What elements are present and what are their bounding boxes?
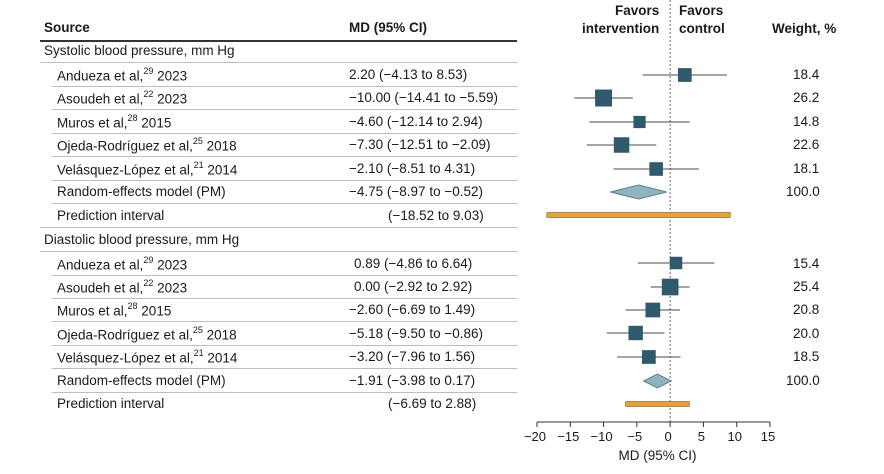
study-effect-square — [613, 137, 630, 153]
favors-control-line1: Favors — [679, 3, 724, 18]
row-divider — [40, 227, 517, 228]
study-weight: 14.8 — [793, 114, 820, 129]
row-divider — [52, 180, 517, 181]
study-effect-square — [633, 115, 646, 129]
pooled-effect-diamond — [642, 373, 673, 389]
favors-intervention-line1: Favors — [615, 3, 660, 18]
row-divider — [52, 203, 517, 204]
x-axis-label: MD (95% CI) — [618, 448, 696, 463]
row-divider — [52, 298, 517, 299]
study-effect-square — [595, 89, 613, 107]
row-divider — [52, 368, 517, 369]
study-ci: 2.20 (−4.13 to 8.53) — [349, 67, 468, 82]
prediction-label: Prediction interval — [57, 396, 165, 411]
row-divider — [52, 156, 517, 157]
pooled-effect-diamond — [610, 184, 667, 200]
x-axis-tick-label: −10 — [591, 429, 613, 444]
row-divider — [52, 392, 517, 393]
row-divider — [52, 133, 517, 134]
study-effect-square — [628, 325, 643, 341]
model-label: Random-effects model (PM) — [57, 184, 226, 199]
favors-control-line2: control — [679, 21, 725, 36]
model-label: Random-effects model (PM) — [57, 373, 226, 388]
study-ci: 0.89 (−4.86 to 6.64) — [354, 256, 473, 271]
study-effect-square — [645, 302, 661, 318]
prediction-ci: (−18.52 to 9.03) — [388, 208, 484, 223]
row-divider — [52, 275, 517, 276]
study-label: Muros et al,28 2015 — [57, 301, 172, 319]
study-label: Asoudeh et al,22 2023 — [57, 278, 188, 296]
study-label: Velásquez-López et al,21 2014 — [57, 160, 238, 178]
study-label: Ojeda-Rodríguez et al,25 2018 — [57, 136, 237, 154]
study-ci: −3.20 (−7.96 to 1.56) — [349, 349, 476, 364]
x-axis-tick-label: 15 — [761, 429, 775, 444]
study-label: Andueza et al,29 2023 — [57, 66, 188, 84]
study-weight: 15.4 — [793, 256, 820, 271]
prediction-interval-bar — [625, 401, 690, 407]
study-ci: −2.60 (−6.69 to 1.49) — [349, 302, 476, 317]
study-ci: −5.18 (−9.50 to −0.86) — [349, 326, 483, 341]
study-label: Ojeda-Rodríguez et al,25 2018 — [57, 325, 237, 343]
study-effect-square — [669, 256, 683, 270]
favors-intervention-line2: intervention — [582, 21, 660, 36]
row-divider — [40, 62, 517, 63]
study-effect-square — [661, 278, 679, 296]
row-divider — [52, 86, 517, 87]
x-axis-tick-label: −15 — [557, 429, 579, 444]
row-divider — [52, 109, 517, 110]
md-header: MD (95% CI) — [349, 20, 428, 35]
header-rule — [40, 40, 517, 42]
study-ci: −4.60 (−12.14 to 2.94) — [349, 114, 483, 129]
study-ci: −10.00 (−14.41 to −5.59) — [349, 90, 498, 105]
model-ci: −1.91 (−3.98 to 0.17) — [349, 373, 476, 388]
x-axis-tick-label: 5 — [698, 429, 705, 444]
prediction-interval-bar — [546, 212, 731, 218]
prediction-ci: (−6.69 to 2.88) — [388, 396, 477, 411]
row-divider — [40, 251, 517, 252]
section-title-diastolic: Diastolic blood pressure, mm Hg — [44, 232, 240, 247]
study-weight: 22.6 — [793, 137, 820, 152]
study-ci: −2.10 (−8.51 to 4.31) — [349, 161, 476, 176]
section-title-systolic: Systolic blood pressure, mm Hg — [44, 43, 235, 58]
x-axis-tick-label: −5 — [627, 429, 642, 444]
study-effect-square — [649, 162, 663, 176]
study-weight: 20.8 — [793, 302, 820, 317]
study-ci: −7.30 (−12.51 to −2.09) — [349, 137, 491, 152]
study-label: Muros et al,28 2015 — [57, 113, 172, 131]
study-ci: 0.00 (−2.92 to 2.92) — [354, 279, 473, 294]
study-weight: 18.1 — [793, 161, 820, 176]
x-axis-tick-label: 0 — [665, 429, 672, 444]
x-axis-tick-label: 10 — [727, 429, 741, 444]
x-axis-tick-label: −20 — [524, 429, 546, 444]
study-effect-square — [677, 68, 692, 82]
weight-header: Weight, % — [772, 21, 837, 36]
study-weight: 25.4 — [793, 279, 820, 294]
study-weight: 18.4 — [793, 67, 820, 82]
study-effect-square — [641, 350, 656, 364]
model-weight: 100.0 — [786, 373, 820, 388]
study-weight: 18.5 — [793, 349, 820, 364]
study-label: Velásquez-López et al,21 2014 — [57, 348, 238, 366]
study-weight: 20.0 — [793, 326, 820, 341]
row-divider — [52, 321, 517, 322]
source-header: Source — [44, 20, 90, 35]
study-label: Asoudeh et al,22 2023 — [57, 89, 188, 107]
prediction-label: Prediction interval — [57, 208, 165, 223]
model-weight: 100.0 — [786, 184, 820, 199]
row-divider — [52, 345, 517, 346]
study-weight: 26.2 — [793, 90, 820, 105]
study-label: Andueza et al,29 2023 — [57, 255, 188, 273]
model-ci: −4.75 (−8.97 to −0.52) — [349, 184, 483, 199]
